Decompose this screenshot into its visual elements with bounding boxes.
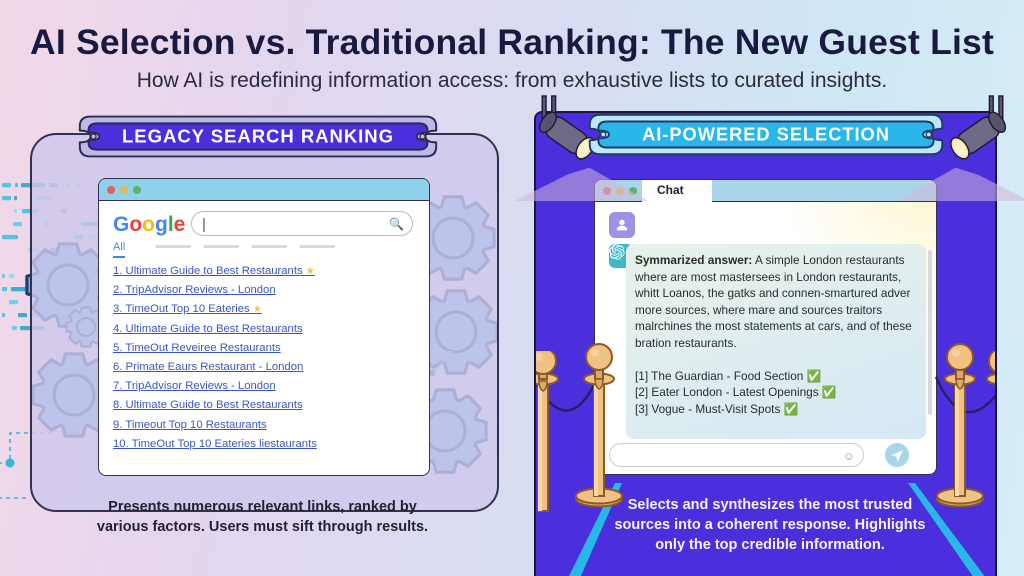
svg-text:LEGACY SEARCH RANKING: LEGACY SEARCH RANKING	[122, 125, 394, 146]
svg-text:AI-POWERED SELECTION: AI-POWERED SELECTION	[642, 123, 890, 144]
